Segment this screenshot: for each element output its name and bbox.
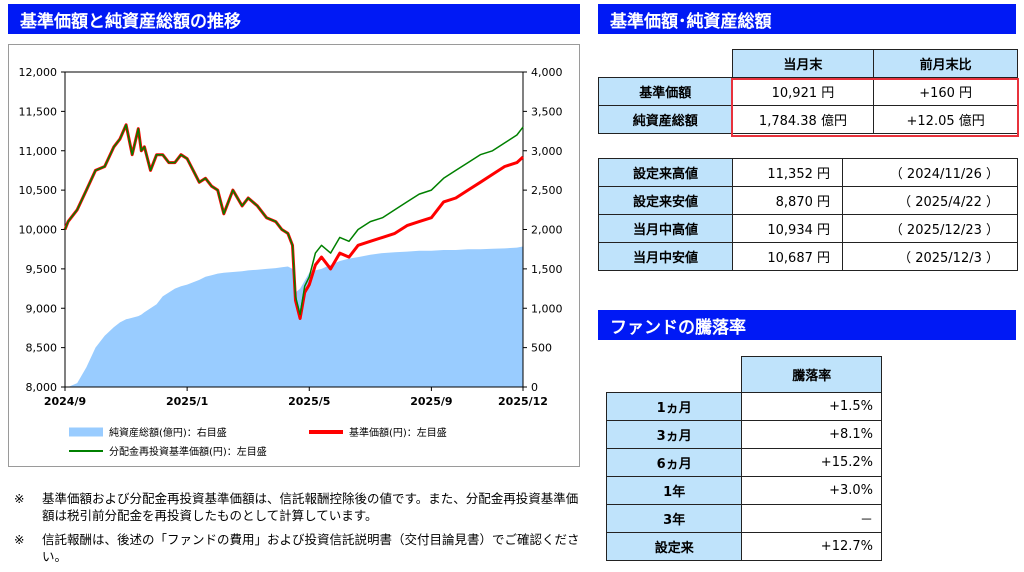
y-left-tick-label: 10,000 <box>19 224 58 237</box>
x-tick-label: 2025/1 <box>166 395 208 408</box>
extreme-label: 設定来高値 <box>598 158 733 187</box>
extreme-label: 当月中高値 <box>598 214 733 243</box>
perf-period: 3ヵ月 <box>605 420 743 449</box>
row-label-net-assets: 純資産総額 <box>598 105 733 134</box>
col-header-change: 前月末比 <box>873 49 1018 78</box>
note-2: ※ 信託報酬は、後述の「ファンドの費用」および投資信託説明書（交付目論見書）でご… <box>14 531 584 565</box>
x-tick-label: 2025/5 <box>288 395 330 408</box>
extreme-value: 10,687 円 <box>732 242 843 271</box>
col-header-current: 当月末 <box>731 49 875 78</box>
legend-price-label: 基準価額(円)：左目盛 <box>349 426 447 439</box>
legend-net-assets-swatch <box>69 427 103 437</box>
y-left-tick-label: 10,500 <box>19 184 58 197</box>
chart-section-title: 基準価額と純資産総額の推移 <box>8 4 580 34</box>
extreme-date: （ 2025/12/3 ） <box>842 242 1018 271</box>
perf-period: 1ヵ月 <box>605 392 743 421</box>
nav-chart: 8,000 8,500 9,000 9,500 10,000 10,500 11,000 11… <box>8 44 580 467</box>
nav-chart-svg: 8,000 8,500 9,000 9,500 10,000 10,500 11,000 11… <box>19 66 563 458</box>
summary-section-title: 基準価額･純資産総額 <box>598 4 1016 34</box>
note-text: 信託報酬は、後述の「ファンドの費用」および投資信託説明書（交付目論見書）でご確認… <box>42 532 580 564</box>
highlight-box <box>731 78 1019 137</box>
y-right-tick-label: 0 <box>531 381 538 394</box>
legend-reinvest-swatch <box>69 450 103 452</box>
perf-period: 3年 <box>605 504 743 533</box>
extreme-date: （ 2025/4/22 ） <box>842 186 1018 215</box>
reinvest-line <box>64 124 524 316</box>
perf-value: +1.5% <box>741 392 882 421</box>
y-left-tick-label: 9,500 <box>26 263 58 276</box>
y-right-tick-label: 3,500 <box>531 105 563 118</box>
legend-reinvest-label: 分配金再投資基準価額(円)：左目盛 <box>109 445 267 458</box>
y-left-tick-label: 11,500 <box>19 105 58 118</box>
extreme-date: （ 2025/12/23 ） <box>842 214 1018 243</box>
note-text: 基準価額および分配金再投資基準価額は、信託報酬控除後の値です。また、分配金再投資… <box>42 491 579 523</box>
y-right-tick-label: 1,000 <box>531 302 563 315</box>
nav-price-change: +160 円 <box>873 77 1018 106</box>
y-right-tick-label: 2,500 <box>531 184 563 197</box>
extremes-table: 設定来高値 11,352 円 （ 2024/11/26 ） 設定来安値 8,87… <box>598 158 1018 271</box>
note-mark: ※ <box>14 532 25 547</box>
perf-period: 設定来 <box>605 532 743 561</box>
extreme-date: （ 2024/11/26 ） <box>842 158 1018 187</box>
y-right-tick-label: 4,000 <box>531 66 563 79</box>
y-right-tick-label: 3,000 <box>531 145 563 158</box>
nav-price-value: 10,921 円 <box>731 77 875 106</box>
x-tick-label: 2025/9 <box>410 395 452 408</box>
note-mark: ※ <box>14 491 25 506</box>
y-right-tick-label: 500 <box>531 342 552 355</box>
perf-period: 6ヵ月 <box>605 448 743 477</box>
perf-value: +12.7% <box>741 532 882 561</box>
y-left-tick-label: 8,000 <box>26 381 58 394</box>
x-tick-label: 2025/12 <box>498 395 548 408</box>
extreme-label: 当月中安値 <box>598 242 733 271</box>
row-label-nav-price: 基準価額 <box>598 77 733 106</box>
net-assets-area <box>65 246 523 387</box>
extreme-label: 設定来安値 <box>598 186 733 215</box>
perf-period: 1年 <box>605 476 743 505</box>
extreme-value: 10,934 円 <box>732 214 843 243</box>
x-tick-label: 2024/9 <box>44 395 86 408</box>
perf-value: +3.0% <box>741 476 882 505</box>
legend-net-assets-label: 純資産総額(億円)：右目盛 <box>109 426 227 439</box>
note-1: ※ 基準価額および分配金再投資基準価額は、信託報酬控除後の値です。また、分配金再… <box>14 490 584 524</box>
y-left-tick-label: 11,000 <box>19 145 58 158</box>
summary-table: 当月末 前月末比 基準価額 10,921 円 +160 円 純資産総額 1,78… <box>598 49 1018 134</box>
extreme-value: 11,352 円 <box>732 158 843 187</box>
performance-section-title: ファンドの騰落率 <box>598 310 1016 340</box>
legend-price-swatch <box>309 430 343 434</box>
perf-value: +8.1% <box>741 420 882 449</box>
perf-value: － <box>741 504 882 533</box>
extreme-value: 8,870 円 <box>732 186 843 215</box>
perf-value: +15.2% <box>741 448 882 477</box>
net-assets-value: 1,784.38 億円 <box>731 105 875 134</box>
performance-table: 騰落率 1ヵ月 +1.5% 3ヵ月 +8.1% 6ヵ月 +15.2% 1年 +3.0% … <box>605 356 882 561</box>
performance-header: 騰落率 <box>741 356 882 393</box>
y-left-tick-label: 8,500 <box>26 342 58 355</box>
y-left-tick-label: 12,000 <box>19 66 58 79</box>
y-left-tick-label: 9,000 <box>26 302 58 315</box>
y-right-tick-label: 1,500 <box>531 263 563 276</box>
y-right-tick-label: 2,000 <box>531 224 563 237</box>
net-assets-change: +12.05 億円 <box>873 105 1018 134</box>
